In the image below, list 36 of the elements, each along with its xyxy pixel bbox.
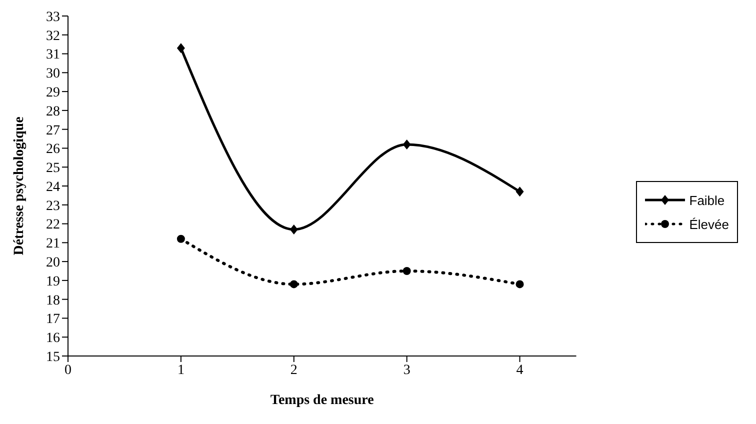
y-tick-label: 28 xyxy=(46,104,60,120)
y-tick-label: 18 xyxy=(46,293,60,308)
point xyxy=(176,43,185,54)
x-tick-label: 0 xyxy=(64,362,72,378)
point xyxy=(290,224,298,234)
y-tick-label: 24 xyxy=(46,180,60,195)
y-tick-label: 30 xyxy=(46,66,60,82)
point xyxy=(516,280,524,288)
point xyxy=(402,139,411,150)
y-tick-label: 27 xyxy=(46,123,60,138)
point xyxy=(402,267,411,275)
y-axis-title: Détresse psychologique xyxy=(12,116,27,256)
y-tick-label: 15 xyxy=(46,350,60,365)
y-tick-label: 25 xyxy=(46,161,60,176)
y-tick-label: 21 xyxy=(46,236,60,252)
y-tick-label: 17 xyxy=(46,312,60,328)
x-axis-title: Temps de mesure xyxy=(270,393,374,408)
point xyxy=(176,234,185,243)
x-tick-label: 1 xyxy=(177,362,184,378)
point xyxy=(290,280,298,288)
y-tick-label: 31 xyxy=(46,48,60,63)
y-tick-label: 32 xyxy=(46,28,60,44)
y-tick-label: 22 xyxy=(46,218,60,233)
y-tick-label: 26 xyxy=(46,142,60,158)
y-tick-label: 33 xyxy=(46,10,60,25)
y-tick-label: 23 xyxy=(46,198,60,214)
x-tick-label: 4 xyxy=(516,362,524,378)
y-tick-label: 20 xyxy=(46,256,60,271)
point xyxy=(516,186,524,197)
y-tick-label: 29 xyxy=(46,86,60,101)
x-tick-label: 2 xyxy=(290,362,298,378)
legend-label: Faible xyxy=(689,192,725,208)
y-tick-label: 16 xyxy=(46,331,60,346)
x-tick-label: 3 xyxy=(403,362,410,378)
y-tick-label: 19 xyxy=(46,274,60,290)
legend-label: Élevée xyxy=(689,216,729,232)
